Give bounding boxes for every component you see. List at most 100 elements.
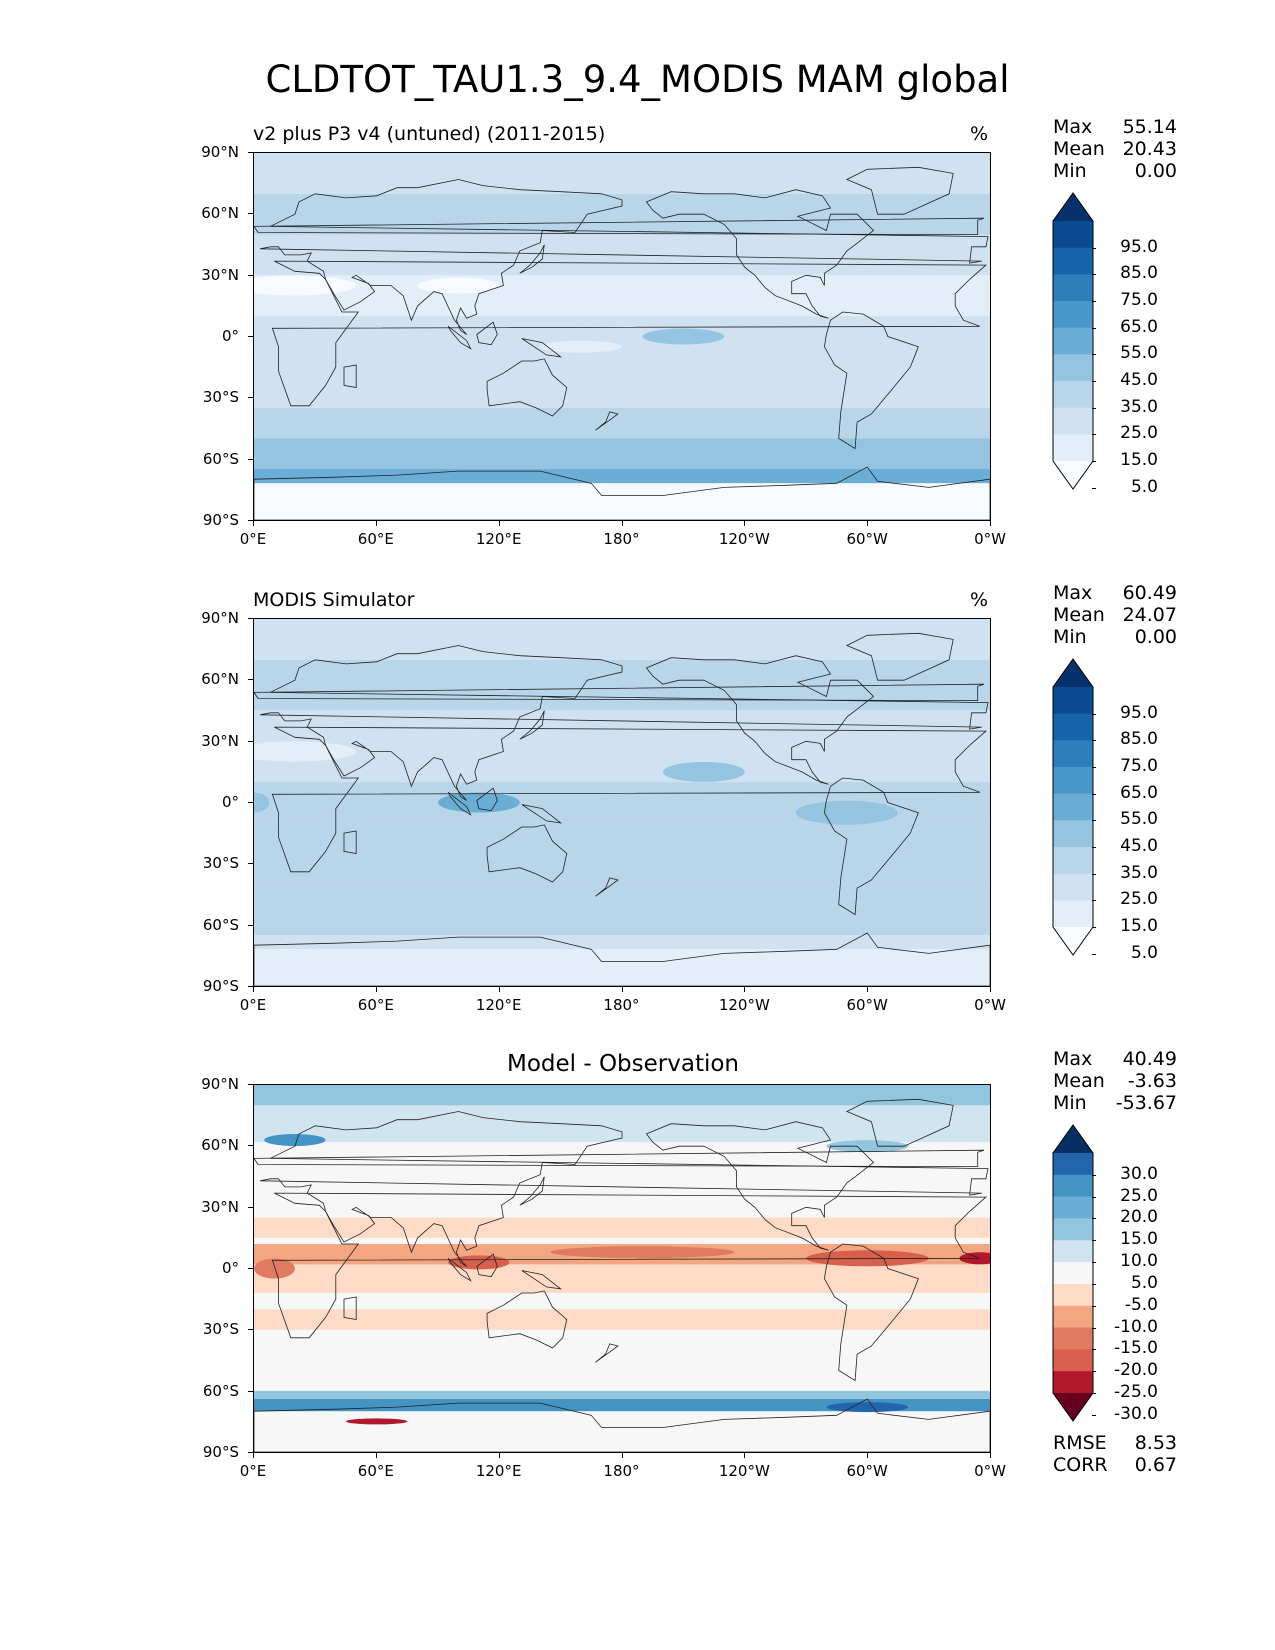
panel-3-colorbar-label: 10.0 (1120, 1251, 1158, 1272)
panel-3-colorbar-tick (1092, 1349, 1096, 1351)
panel-2-colorbar-segment (1053, 847, 1093, 875)
panel-1-xtick: 60°W (846, 530, 888, 548)
panel-3-field-patch (254, 1258, 295, 1279)
panel-3-stat-value: -3.63 (1127, 1070, 1177, 1092)
panel-1-colorbar-label: 25.0 (1120, 423, 1158, 444)
panel-1-colorbar-label: 15.0 (1120, 450, 1158, 470)
panel-3-colorbar-tick (1092, 1371, 1096, 1373)
panel-3-colorbar-segment (1053, 1196, 1093, 1219)
panel-2-field-patch (438, 792, 520, 813)
panel-1-xtick: 180° (603, 530, 640, 548)
panel-3-ytick: 90°S (202, 1443, 239, 1461)
panel-3-colorbar-tick (1092, 1393, 1096, 1394)
panel-2-ytick-mark (248, 618, 253, 619)
panel-2-ytick-mark (248, 986, 253, 987)
panel-2-colorbar-tick (1092, 873, 1096, 875)
panel-2-xtick-mark (498, 987, 500, 992)
panel-3-colorbar-extend-bottom (1053, 1393, 1093, 1421)
panel-2-coastline-namerica (645, 655, 875, 785)
panel-2-ytick: 30°N (201, 731, 239, 750)
panel-3-colorbar-label: 15.0 (1120, 1229, 1158, 1250)
panel-2-stat-label: Min (1053, 626, 1087, 648)
panel-3-xtick-mark (253, 1453, 254, 1458)
panel-3-field-band (254, 1217, 990, 1238)
panel-2-ytick-mark (248, 924, 253, 926)
panel-3-colorbar-tick (1092, 1196, 1096, 1198)
panel-2-coastline-borneo (476, 787, 498, 812)
panel-1-xtick-mark (867, 521, 869, 526)
panel-3-ytick-mark (248, 1084, 253, 1085)
panel-3-colorbar-segment (1053, 1283, 1093, 1307)
panel-3-extra-label: RMSE (1053, 1432, 1107, 1454)
panel-3-ytick-mark (248, 1452, 253, 1453)
panel-2-stat-value: 24.07 (1122, 604, 1177, 626)
panel-1-colorbar-label: 55.0 (1120, 343, 1158, 364)
panel-3-field-patch (550, 1246, 735, 1259)
panel-3-coastline-uk (254, 1149, 985, 1168)
panel-2-xtick-mark (253, 987, 254, 992)
panel-2-xtick: 0°E (239, 996, 267, 1014)
panel-3-xtick: 0°E (239, 1462, 267, 1480)
panel-2-colorbar-segment (1053, 793, 1093, 821)
panel-3-colorbar-label: 25.0 (1120, 1185, 1158, 1206)
panel-1-coastline-namerica (645, 189, 875, 319)
panel-2-xtick-mark (867, 987, 869, 992)
panel-1-colorbar (1052, 192, 1094, 490)
panel-2-colorbar-segment (1053, 767, 1093, 795)
panel-1-field-band (254, 483, 990, 520)
panel-2-units: % (970, 589, 989, 611)
panel-2-field-band (254, 884, 990, 936)
panel-1-coastline-sumatra (447, 325, 472, 350)
panel-3-stat-label: Mean (1053, 1070, 1105, 1092)
panel-3-colorbar-tick (1092, 1262, 1096, 1264)
panel-1-stat-value: 55.14 (1122, 116, 1177, 138)
panel-2-colorbar-label: 55.0 (1120, 809, 1158, 830)
panel-3-xtick-mark (621, 1453, 623, 1458)
panel-3-colorbar-tick (1092, 1174, 1096, 1176)
panel-3-field-band (254, 1085, 990, 1106)
panel-3-colorbar-label: -30.0 (1114, 1403, 1158, 1424)
panel-3-coastline-samerica (823, 1243, 919, 1382)
panel-1-colorbar-tick (1092, 381, 1096, 382)
panel-1-field-patch (254, 275, 357, 296)
panel-2-ytick-mark (248, 802, 253, 803)
panel-1-ytick: 60°N (201, 204, 239, 223)
panel-1-field-band (254, 407, 990, 439)
panel-1-colorbar-tick (1092, 301, 1096, 302)
panel-3-xtick-mark (867, 1453, 869, 1458)
panel-1-ytick-mark (248, 213, 253, 215)
panel-2-colorbar-tick (1092, 767, 1096, 768)
panel-2-ytick: 90°N (201, 609, 239, 627)
panel-1-colorbar-label: 35.0 (1120, 396, 1158, 417)
panel-2-colorbar-tick (1092, 900, 1096, 902)
panel-1-coastline-africa (271, 260, 987, 407)
panel-3-extra-label: CORR (1053, 1454, 1108, 1476)
panel-2-colorbar-segment (1053, 687, 1093, 715)
panel-1-coastline-japan (519, 244, 545, 274)
panel-1-colorbar-svg (1052, 192, 1094, 490)
panel-1-xtick-mark (498, 521, 500, 526)
panel-1-ytick-mark (248, 336, 253, 337)
panel-2-field-band (254, 710, 990, 742)
figure-title: CLDTOT_TAU1.3_9.4_MODIS MAM global (265, 58, 1010, 101)
panel-2-xtick-mark (621, 987, 623, 992)
panel-3-xtick: 120°E (475, 1462, 522, 1480)
panel-2-coastline-antarctica (254, 932, 990, 986)
panel-2-xtick: 120°W (718, 996, 770, 1014)
panel-2-ytick-mark (248, 863, 253, 865)
panel-3-field-patch (448, 1255, 510, 1270)
panel-3-coastline-australia (486, 1290, 568, 1349)
panel-1-colorbar-extend-bottom (1053, 461, 1093, 489)
panel-3-xtick-mark (375, 1453, 377, 1458)
panel-1-colorbar-tick (1092, 327, 1096, 329)
panel-3-colorbar-segment (1053, 1349, 1093, 1372)
panel-1-ytick-mark (248, 397, 253, 399)
panel-3-colorbar-segment (1053, 1218, 1093, 1241)
panel-1-field-band (254, 438, 990, 470)
panel-2-coastline-uk (254, 683, 985, 702)
panel-3-field-band (254, 1264, 990, 1293)
panel-2-xtick-mark (744, 987, 746, 992)
panel-3-colorbar-label: -15.0 (1114, 1338, 1158, 1359)
panel-3-coastline-greenland (845, 1098, 954, 1147)
panel-2-xtick: 120°E (475, 996, 522, 1014)
